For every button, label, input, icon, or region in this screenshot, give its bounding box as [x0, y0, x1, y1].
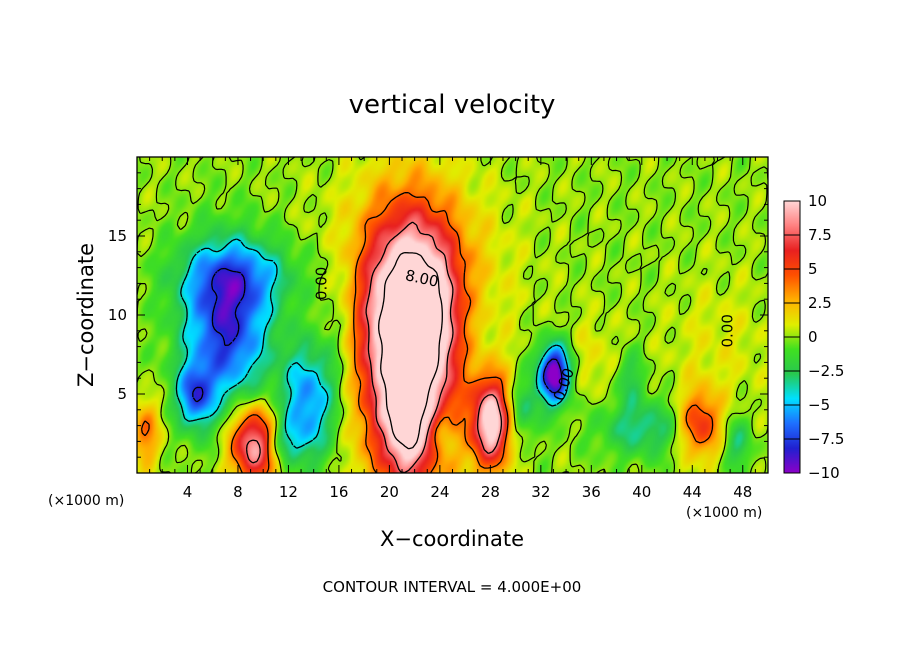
colorbar-tick-label: 7.5	[808, 226, 832, 244]
y-tick-label: 10	[108, 306, 127, 324]
contour-lines	[137, 157, 768, 473]
colorbar-tick-label: 5	[808, 260, 818, 278]
x-tick-label: 16	[329, 483, 348, 501]
x-tick-label: 36	[582, 483, 601, 501]
contour-label: 0.00	[719, 314, 737, 347]
chart-title: vertical velocity	[349, 90, 556, 120]
x-tick-label: 40	[632, 483, 651, 501]
plot-area: 8.000.000.000.00	[136, 156, 769, 474]
x-tick-label: 48	[733, 483, 752, 501]
y-axis-label: Z−coordinate	[74, 243, 98, 387]
colorbar-tick-label: 10	[808, 192, 827, 210]
x-axis-label: X−coordinate	[380, 527, 524, 551]
colorbar-tick-label: 0	[808, 328, 818, 346]
colorbar-tick-label: −2.5	[808, 362, 844, 380]
contour-level	[140, 192, 714, 473]
x-tick-label: 44	[683, 483, 702, 501]
velocity-field	[137, 157, 768, 473]
x-tick-label: 32	[531, 483, 550, 501]
colorbar-tick-label: −10	[808, 464, 840, 482]
x-unit-right: (×1000 m)	[686, 505, 762, 521]
x-tick-label: 24	[430, 483, 449, 501]
contour-level	[378, 251, 443, 450]
x-tick-label: 12	[279, 483, 298, 501]
x-tick-label: 4	[183, 483, 193, 501]
colorbar-tick-label: 2.5	[808, 294, 832, 312]
y-tick-label: 5	[117, 385, 127, 403]
contour-level	[245, 221, 503, 473]
x-axis: 4 8 12 16 20 24 28 32 36 40 44 48	[149, 157, 756, 501]
contour-level	[137, 157, 768, 473]
y-tick-label: 15	[108, 227, 127, 245]
contour-level	[175, 238, 570, 449]
contour-level	[192, 267, 563, 403]
colorbar-tick-label: −5	[808, 396, 830, 414]
contour-interval-note: CONTOUR INTERVAL = 4.000E+00	[323, 578, 582, 596]
x-tick-label: 20	[380, 483, 399, 501]
y-axis: 5 10 15	[108, 172, 768, 458]
x-tick-label: 8	[233, 483, 243, 501]
colorbar: 10 7.5 5 2.5 0 −2.5 −5 −7.5 −10	[783, 192, 844, 482]
x-unit-left: (×1000 m)	[48, 493, 124, 509]
colorbar-tick-label: −7.5	[808, 430, 844, 448]
x-tick-label: 28	[481, 483, 500, 501]
contour-label: 0.00	[312, 267, 330, 300]
